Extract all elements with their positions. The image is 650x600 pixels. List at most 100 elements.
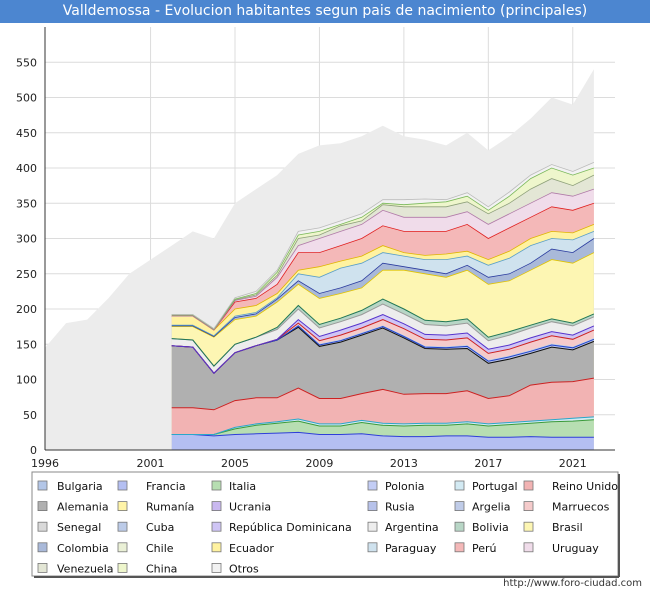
x-tick-label: 2017 bbox=[474, 457, 502, 470]
x-axis-ticks: 1996 2001 2005 2009 2013 2017 2021 bbox=[31, 457, 587, 470]
y-tick-label: 500 bbox=[16, 92, 37, 105]
legend-swatch bbox=[117, 480, 128, 491]
legend-label: Venezuela bbox=[57, 562, 114, 575]
x-tick-label: 2001 bbox=[137, 457, 165, 470]
legend-swatch bbox=[523, 542, 534, 553]
y-tick-label: 200 bbox=[16, 303, 37, 316]
legend-label: Francia bbox=[146, 480, 186, 493]
line-italia bbox=[171, 419, 594, 435]
legend-swatch bbox=[367, 521, 378, 532]
legend-label: Reino Unido bbox=[552, 480, 618, 493]
legend-swatch bbox=[454, 521, 465, 532]
legend-label: Otros bbox=[229, 562, 259, 575]
y-tick-label: 0 bbox=[30, 444, 37, 457]
legend-swatch bbox=[117, 563, 128, 573]
line-uruguay bbox=[171, 188, 595, 331]
legend-label: Portugal bbox=[472, 480, 518, 493]
x-tick-label: 2021 bbox=[559, 457, 587, 470]
x-tick-label: 2009 bbox=[305, 457, 333, 470]
y-tick-label: 400 bbox=[16, 162, 37, 175]
legend-swatch bbox=[523, 501, 534, 512]
y-axis-ticks: 0 50 100 150 200 250 300 350 400 450 500 550 bbox=[16, 56, 37, 457]
legend-label: Ecuador bbox=[229, 542, 274, 555]
line-portugal bbox=[171, 416, 594, 435]
legend-label: Paraguay bbox=[385, 542, 437, 555]
legend-label: Italia bbox=[229, 480, 256, 493]
chart-title: Valldemossa - Evolucion habitantes segun… bbox=[0, 0, 650, 23]
line-reino-unido bbox=[171, 377, 594, 411]
legend-swatch bbox=[117, 521, 128, 532]
footer-url: http://www.foro-ciudad.com bbox=[503, 578, 642, 589]
y-tick-label: 100 bbox=[16, 374, 37, 387]
area-alemania bbox=[171, 327, 594, 410]
legend-label: Perú bbox=[472, 542, 497, 555]
legend-label: Rusia bbox=[385, 501, 415, 514]
legend-swatch bbox=[211, 542, 222, 553]
line-paraguay bbox=[171, 231, 595, 337]
y-tick-label: 50 bbox=[23, 409, 37, 422]
legend-swatch bbox=[523, 521, 534, 532]
area-series bbox=[45, 69, 595, 451]
legend-swatch bbox=[523, 480, 534, 491]
legend-swatch bbox=[454, 542, 465, 553]
legend-label: Argentina bbox=[385, 521, 439, 534]
legend-swatch bbox=[367, 501, 378, 512]
axes bbox=[44, 27, 615, 451]
line-rep-blica-dominicana bbox=[171, 314, 595, 374]
line-brasil bbox=[171, 252, 595, 338]
line-per- bbox=[171, 202, 595, 331]
legend-swatch bbox=[117, 542, 128, 553]
x-tick-label: 1996 bbox=[31, 457, 59, 470]
legend-label: Ucrania bbox=[229, 501, 271, 514]
legend-label: Colombia bbox=[57, 542, 109, 555]
legend-label: Senegal bbox=[57, 521, 101, 534]
legend-label: Alemania bbox=[57, 501, 109, 514]
line-otros bbox=[171, 162, 595, 330]
legend-swatch bbox=[37, 563, 48, 573]
legend-swatch bbox=[37, 521, 48, 532]
line-china bbox=[171, 167, 595, 330]
y-tick-label: 550 bbox=[16, 56, 37, 69]
line-francia bbox=[171, 431, 594, 438]
line-venezuela bbox=[171, 174, 595, 330]
legend-label: Brasil bbox=[552, 521, 583, 534]
legend-label: Chile bbox=[146, 542, 174, 555]
legend-swatch bbox=[37, 501, 48, 512]
legend-label: Cuba bbox=[146, 521, 174, 534]
legend-label: Argelia bbox=[472, 501, 510, 514]
legend-swatch bbox=[211, 563, 222, 573]
legend-swatch bbox=[454, 480, 465, 491]
legend-label: Rumanía bbox=[146, 501, 194, 514]
x-tick-label: 2013 bbox=[390, 457, 418, 470]
y-tick-label: 300 bbox=[16, 233, 37, 246]
line-bolivia bbox=[171, 298, 595, 367]
legend-swatch bbox=[37, 480, 48, 491]
y-tick-label: 450 bbox=[16, 127, 37, 140]
y-tick-label: 250 bbox=[16, 268, 37, 281]
legend-swatch bbox=[37, 542, 48, 553]
line-ecuador bbox=[171, 224, 595, 331]
y-tick-label: 150 bbox=[16, 338, 37, 351]
legend-swatch bbox=[367, 542, 378, 553]
area-bolivia bbox=[171, 299, 594, 367]
legend-swatch bbox=[211, 521, 222, 532]
legend-swatch bbox=[454, 501, 465, 512]
legend-swatch bbox=[211, 501, 222, 512]
y-tick-label: 350 bbox=[16, 197, 37, 210]
legend-swatch bbox=[211, 480, 222, 491]
legend-swatch bbox=[367, 480, 378, 491]
legend-swatch bbox=[117, 501, 128, 512]
legend-label: China bbox=[146, 562, 177, 575]
x-tick-label: 2005 bbox=[221, 457, 249, 470]
legend-label: Marruecos bbox=[552, 501, 610, 514]
area-reino-unido bbox=[171, 378, 594, 435]
legend: Bulgaria Francia Italia Polonia Portugal Rein… bbox=[31, 471, 620, 578]
legend-label: Bulgaria bbox=[57, 480, 103, 493]
legend-label: Polonia bbox=[385, 480, 425, 493]
line-colombia bbox=[171, 238, 595, 337]
legend-label: Bolivia bbox=[472, 521, 509, 534]
legend-label: República Dominicana bbox=[229, 521, 352, 534]
legend-label: Uruguay bbox=[552, 542, 599, 555]
area-francia bbox=[171, 432, 594, 450]
